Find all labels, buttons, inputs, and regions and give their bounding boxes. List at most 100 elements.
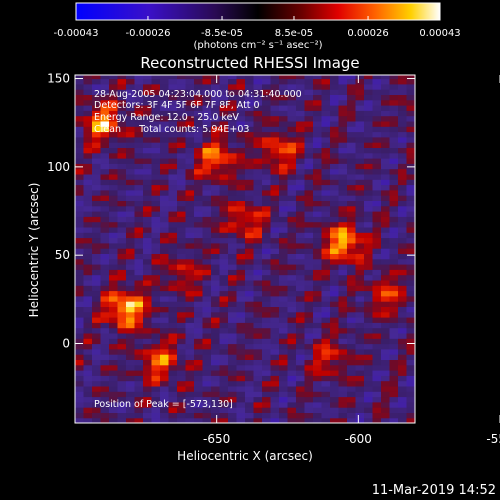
heatmap-cell [100,126,110,133]
heatmap-cell [109,264,119,270]
heatmap-cell [372,248,382,254]
heatmap-cell [321,311,331,318]
heatmap-cell [296,78,306,85]
heatmap-cell [236,152,246,159]
heatmap-cell [406,295,415,302]
heatmap-cell [245,242,255,249]
heatmap-cell [126,83,136,90]
heatmap-cell [126,364,136,371]
colorbar-tick-label: -0.00026 [125,28,170,39]
heatmap-cell [143,221,153,228]
colorbar-tick-label: 0.00026 [347,28,388,39]
heatmap-cell [364,75,374,80]
heatmap-cell [228,311,238,318]
heatmap-cell [372,163,382,170]
heatmap-cell [253,253,263,260]
heatmap-cell [296,396,306,403]
heatmap-cell [389,274,399,281]
heatmap-cell [313,221,323,228]
heatmap-cell [355,343,365,350]
heatmap-cell [117,131,127,138]
heatmap-cell [372,311,382,318]
heatmap-cell [194,274,204,281]
heatmap-cell [270,348,280,355]
heatmap-cell [398,126,408,133]
heatmap-cell [151,327,161,334]
heatmap-cell [134,158,144,164]
heatmap-cell [321,380,331,387]
heatmap-cell [83,375,93,382]
heatmap-cell [177,205,187,212]
heatmap-cell [372,279,382,286]
heatmap-cell [92,195,102,201]
heatmap-cell [330,152,340,159]
heatmap-cell [202,380,212,387]
heatmap-cell [92,301,102,307]
heatmap-cell [347,248,357,254]
colorbar-frame [75,2,441,21]
heatmap-cell [160,136,170,143]
heatmap-cell [228,417,238,423]
heatmap-cell [245,99,255,106]
heatmap-cell [279,306,289,313]
heatmap-cell [304,83,314,90]
heatmap-cell [202,89,212,95]
heatmap-cell [296,264,306,270]
heatmap-cell [185,354,195,360]
heatmap-cell [296,332,306,339]
heatmap-cell [168,216,178,223]
heatmap-cell [296,221,306,228]
heatmap-cell [398,385,408,392]
heatmap-cell [296,237,306,244]
heatmap-cell [321,105,331,111]
heatmap-cell [279,343,289,350]
heatmap-cell [313,83,323,90]
heatmap-cell [194,232,204,239]
heatmap-cell [253,264,263,270]
heatmap-cell [355,412,365,419]
heatmap-cell [262,110,272,117]
heatmap-cell [83,396,93,403]
heatmap-cell [321,375,331,382]
heatmap-cell [219,89,229,95]
heatmap-cell [279,327,289,334]
heatmap-cell [262,226,272,233]
heatmap-cell [389,152,399,159]
heatmap-cell [151,105,161,111]
heatmap-cell [202,322,212,329]
heatmap-cell [381,147,391,154]
heatmap-cell [279,126,289,133]
heatmap-cell [338,380,348,387]
heatmap-cell [270,258,280,265]
heatmap-cell [160,216,170,223]
heatmap-cell [134,83,144,90]
heatmap-cell [364,179,374,186]
heatmap-cell [296,131,306,138]
heatmap-cell [194,322,204,329]
heatmap-cell [347,221,357,228]
heatmap-cell [287,269,297,276]
heatmap-cell [270,327,280,334]
heatmap-cell [126,338,136,345]
heatmap-cell [211,290,221,297]
heatmap-cell [92,327,102,334]
heatmap-cell [83,78,93,85]
heatmap-cell [313,189,323,196]
heatmap-cell [194,168,204,175]
heatmap-cell [117,173,127,180]
heatmap-cell [117,269,127,276]
heatmap-cell [338,279,348,286]
heatmap-cell [219,417,229,423]
heatmap-cell [177,343,187,350]
heatmap-cell [364,110,374,117]
heatmap-cell [117,216,127,223]
heatmap-cell [262,306,272,313]
y-axis-label: Heliocentric Y (arcsec) [27,183,41,318]
heatmap-cell [75,412,85,419]
heatmap-cell [109,237,119,244]
heatmap-cell [92,380,102,387]
heatmap-cell [160,417,170,423]
heatmap-cell [296,401,306,408]
heatmap-cell [177,274,187,281]
heatmap-cell [330,338,340,345]
